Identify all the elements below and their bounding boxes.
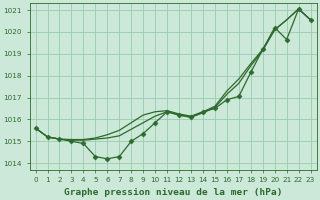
X-axis label: Graphe pression niveau de la mer (hPa): Graphe pression niveau de la mer (hPa) <box>64 188 282 197</box>
